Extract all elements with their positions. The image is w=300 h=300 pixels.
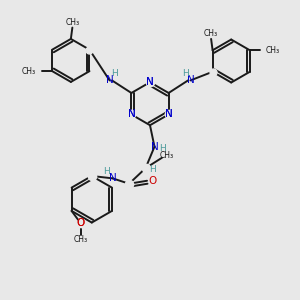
Text: N: N xyxy=(151,142,158,152)
Text: O: O xyxy=(149,176,157,186)
Text: H: H xyxy=(103,167,110,176)
Text: N: N xyxy=(109,173,116,183)
Text: CH₃: CH₃ xyxy=(160,151,174,160)
Text: CH₃: CH₃ xyxy=(266,46,280,55)
Text: CH₃: CH₃ xyxy=(74,235,88,244)
Text: N: N xyxy=(128,110,135,119)
Text: N: N xyxy=(187,75,194,85)
Text: N: N xyxy=(106,75,113,85)
Text: CH₃: CH₃ xyxy=(22,67,36,76)
Text: CH₃: CH₃ xyxy=(204,29,218,38)
Text: N: N xyxy=(165,110,172,119)
Text: N: N xyxy=(128,110,135,119)
Text: H: H xyxy=(149,165,155,174)
Text: O: O xyxy=(76,218,85,228)
Text: O: O xyxy=(76,218,85,228)
Text: CH₃: CH₃ xyxy=(65,18,80,27)
Text: N: N xyxy=(146,77,154,87)
Text: N: N xyxy=(165,110,172,119)
Text: H: H xyxy=(160,144,166,153)
Text: H: H xyxy=(112,69,118,78)
Text: N: N xyxy=(146,77,154,87)
Text: H: H xyxy=(182,69,188,78)
